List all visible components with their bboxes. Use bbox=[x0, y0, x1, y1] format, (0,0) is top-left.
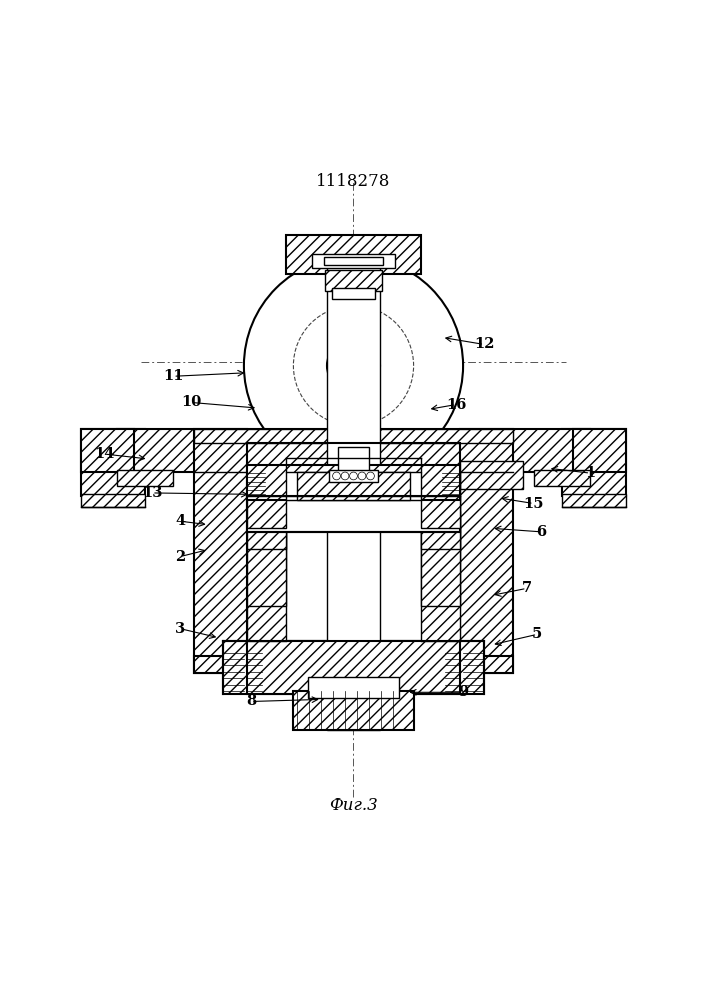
Bar bbox=[247, 528, 286, 606]
Bar bbox=[332, 288, 375, 299]
Text: 4: 4 bbox=[175, 514, 185, 528]
Bar bbox=[338, 447, 369, 472]
Bar bbox=[329, 470, 378, 482]
Circle shape bbox=[332, 472, 340, 480]
Bar bbox=[562, 429, 626, 496]
Circle shape bbox=[358, 472, 366, 480]
Bar bbox=[286, 235, 421, 274]
Text: 8: 8 bbox=[246, 694, 256, 708]
Bar bbox=[460, 429, 513, 673]
Text: 13: 13 bbox=[142, 486, 162, 500]
Text: 15: 15 bbox=[524, 497, 544, 511]
Text: 9: 9 bbox=[458, 685, 468, 699]
Bar bbox=[194, 429, 513, 443]
Text: 10: 10 bbox=[181, 395, 201, 409]
Bar bbox=[247, 641, 460, 694]
Text: 1118278: 1118278 bbox=[316, 173, 391, 190]
Bar bbox=[293, 691, 414, 730]
Text: 2: 2 bbox=[175, 550, 185, 564]
Text: 11: 11 bbox=[163, 369, 183, 383]
Bar bbox=[194, 429, 247, 673]
Bar bbox=[421, 472, 460, 528]
Text: Фиг.3: Фиг.3 bbox=[329, 797, 378, 814]
Bar bbox=[332, 272, 375, 288]
Bar bbox=[421, 511, 460, 641]
Bar bbox=[308, 677, 399, 698]
Bar bbox=[573, 429, 626, 472]
Circle shape bbox=[341, 472, 349, 480]
Bar bbox=[312, 254, 395, 268]
Circle shape bbox=[349, 472, 357, 480]
Bar bbox=[534, 470, 590, 486]
Bar bbox=[247, 511, 286, 641]
Bar bbox=[81, 494, 145, 507]
Bar bbox=[324, 257, 383, 265]
Bar bbox=[247, 472, 286, 528]
Bar bbox=[117, 470, 173, 486]
Bar bbox=[247, 496, 460, 528]
Bar bbox=[421, 528, 460, 606]
Bar bbox=[223, 641, 484, 694]
Bar bbox=[117, 429, 590, 472]
Bar bbox=[247, 465, 460, 500]
Text: 14: 14 bbox=[95, 447, 115, 461]
Circle shape bbox=[327, 339, 380, 393]
Text: 6: 6 bbox=[536, 525, 546, 539]
Text: 5: 5 bbox=[532, 627, 542, 641]
Bar bbox=[297, 472, 410, 500]
Text: 16: 16 bbox=[446, 398, 466, 412]
Bar bbox=[194, 656, 513, 673]
Text: 7: 7 bbox=[522, 581, 532, 595]
Bar bbox=[460, 461, 523, 489]
Bar bbox=[286, 472, 421, 500]
Text: 1: 1 bbox=[585, 466, 595, 480]
Text: 3: 3 bbox=[175, 622, 185, 636]
Circle shape bbox=[244, 256, 463, 475]
Bar bbox=[81, 429, 134, 472]
Bar bbox=[247, 496, 460, 532]
Text: 12: 12 bbox=[474, 337, 494, 351]
Bar bbox=[562, 494, 626, 507]
Bar bbox=[325, 270, 382, 291]
Bar bbox=[327, 267, 380, 730]
Bar bbox=[421, 528, 460, 549]
Bar bbox=[81, 429, 145, 496]
Bar bbox=[247, 528, 286, 549]
Circle shape bbox=[366, 472, 375, 480]
